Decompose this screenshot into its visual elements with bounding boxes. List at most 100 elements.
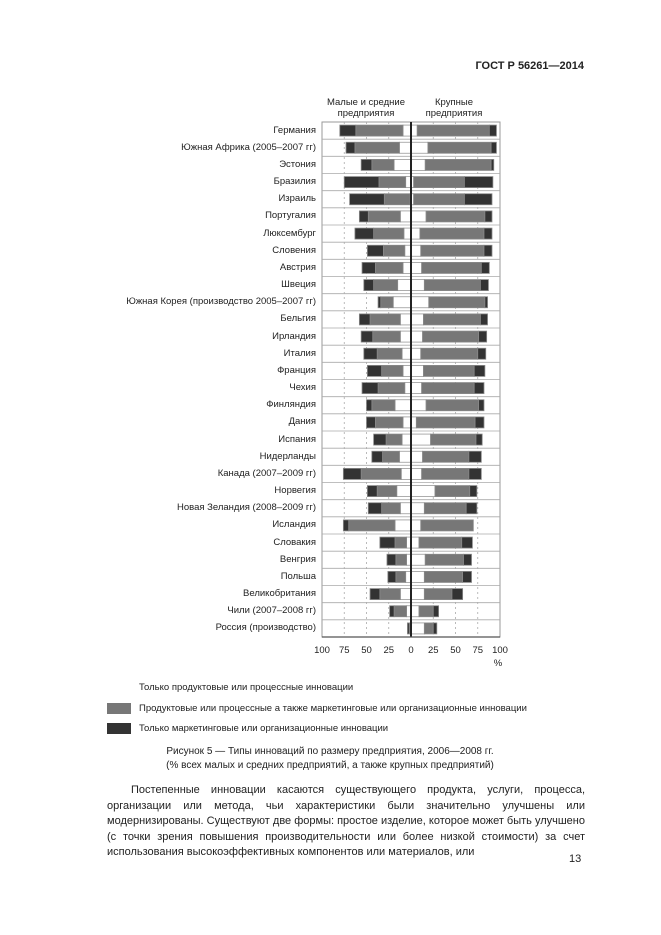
bar-segment-sme xyxy=(367,210,401,223)
x-tick-label: 25 xyxy=(427,645,439,656)
bar-segment-sme xyxy=(376,485,398,497)
x-tick-label: 25 xyxy=(383,645,395,656)
bar-segment-sme xyxy=(371,450,383,463)
bar-segment-large xyxy=(484,210,493,223)
bar-segment-sme xyxy=(394,536,407,549)
bar-segment-sme xyxy=(407,622,410,635)
bar-segment-sme xyxy=(399,210,412,223)
category-label: Дания xyxy=(288,416,316,428)
bar-segment-sme xyxy=(395,571,407,583)
bar-segment-large xyxy=(410,519,422,532)
bar-segment-large xyxy=(410,433,431,446)
bar-segment-sme xyxy=(380,296,394,309)
bar-segment-sme xyxy=(369,313,401,326)
bar-segment-large xyxy=(463,553,472,566)
panel-title-large: Крупные предприятия xyxy=(411,97,497,119)
bar-segment-sme xyxy=(399,588,412,600)
category-label: Эстония xyxy=(279,158,316,170)
bar-segment-large xyxy=(410,450,423,463)
document-id: ГОСТ Р 56261—2014 xyxy=(475,60,584,72)
bar-segment-sme xyxy=(382,450,400,463)
bar-segment-large xyxy=(490,141,497,154)
panel-title-line: Крупные xyxy=(435,97,473,108)
bar-segment-sme xyxy=(358,313,371,326)
bar-segment-large xyxy=(432,622,438,635)
bar-segment-large xyxy=(410,141,429,154)
bar-segment-large xyxy=(410,279,425,291)
bar-segment-sme xyxy=(372,330,401,343)
x-tick-label: 50 xyxy=(361,645,372,656)
x-tick-label: 75 xyxy=(472,645,484,656)
panel-title-line: предприятия xyxy=(425,108,483,119)
bar-segment-large xyxy=(419,227,485,240)
bar-segment-sme xyxy=(363,347,378,360)
bar-segment-sme xyxy=(348,519,396,532)
bar-segment-large xyxy=(415,416,476,429)
category-label: Бразилия xyxy=(273,176,316,188)
bar-segment-sme xyxy=(402,416,412,429)
bar-segment-sme xyxy=(402,124,412,137)
caption-line: (% всех малых и средних предприятий, а т… xyxy=(166,760,494,771)
category-label: Норвегия xyxy=(274,485,316,497)
bar-segment-large xyxy=(410,244,422,257)
bar-segment-sme xyxy=(354,227,375,240)
bar-segment-large xyxy=(434,485,471,497)
bar-segment-large xyxy=(480,279,489,291)
bar-segment-sme xyxy=(369,588,381,600)
x-tick-label: 75 xyxy=(338,645,350,656)
bar-segment-sme xyxy=(379,536,396,549)
x-axis-unit: % xyxy=(493,658,503,669)
bar-segment-sme xyxy=(397,279,412,291)
bar-segment-large xyxy=(410,159,426,171)
bar-segment-large xyxy=(424,159,492,171)
bar-segment-sme xyxy=(360,330,374,343)
bar-segment-large xyxy=(410,571,425,583)
bar-segment-large xyxy=(483,227,493,240)
bar-segment-large xyxy=(478,330,488,343)
bar-segment-large xyxy=(420,519,474,532)
bar-segment-large xyxy=(410,365,424,377)
bar-segment-sme xyxy=(343,176,380,188)
category-label: Словения xyxy=(272,244,316,256)
caption-line: Рисунок 5 — Типы инноваций по размеру пр… xyxy=(166,746,494,757)
bar-segment-large xyxy=(410,605,420,618)
bar-segment-large xyxy=(410,468,423,480)
bar-segment-sme xyxy=(366,485,378,497)
bar-segment-sme xyxy=(349,193,385,206)
x-tick-label: 50 xyxy=(450,645,461,656)
body-paragraph: Постепенные инновации касаются существую… xyxy=(107,784,585,858)
x-tick-label: 0 xyxy=(408,645,414,656)
bar-segment-sme xyxy=(363,279,375,291)
bar-segment-large xyxy=(490,159,495,171)
panel-title-sme: Малые и средние предприятия xyxy=(323,97,409,119)
bar-segment-large xyxy=(420,244,485,257)
bar-segment-large xyxy=(421,382,475,394)
bar-segment-sme xyxy=(389,605,395,618)
bar-segment-sme xyxy=(377,296,382,309)
category-label: Швеция xyxy=(281,279,316,291)
x-tick-label: 100 xyxy=(314,645,330,656)
bar-segment-sme xyxy=(371,159,395,171)
bar-segment-sme xyxy=(366,244,384,257)
bar-segment-large xyxy=(416,124,490,137)
bar-segment-sme xyxy=(377,382,406,394)
bar-segment-large xyxy=(469,485,478,497)
bar-segment-large xyxy=(468,450,482,463)
category-label: Израиль xyxy=(278,193,316,205)
category-label: Новая Зеландия (2008–2009 гг) xyxy=(176,502,316,514)
bar-segment-large xyxy=(423,588,453,600)
bar-segment-large xyxy=(422,450,470,463)
bar-segment-large xyxy=(410,382,423,394)
category-label: Испания xyxy=(278,433,316,445)
bar-segment-large xyxy=(478,399,485,412)
bar-segment-large xyxy=(418,605,434,618)
bar-segment-large xyxy=(477,347,487,360)
category-label: Россия (производство) xyxy=(215,622,316,634)
bar-segment-sme xyxy=(381,502,401,515)
bar-segment-large xyxy=(425,399,480,412)
bar-segment-sme xyxy=(342,468,362,480)
bar-segment-large xyxy=(473,365,486,377)
bar-segment-large xyxy=(463,176,494,188)
bar-segment-sme xyxy=(378,176,407,188)
bar-segment-large xyxy=(421,262,482,274)
